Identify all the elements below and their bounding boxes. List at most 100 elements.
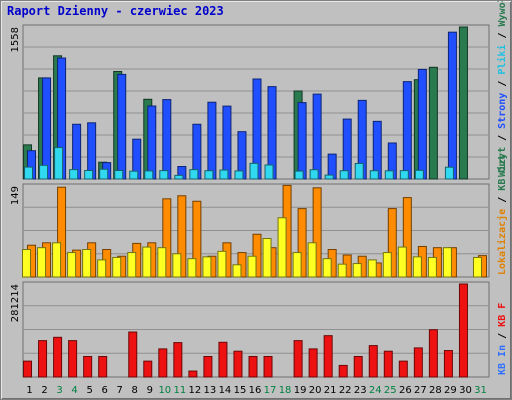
bar-pliki-day-17 — [264, 164, 274, 180]
day-axis: 1 2 3 4 5 6 7 8 9 10 11 12 13 14 15 16 17 18 19 20 21 22 23 24 2… — [26, 385, 487, 396]
bar-kb-f-day-9 — [143, 360, 153, 378]
bar-kb-f-day-19 — [293, 340, 303, 378]
day-label: 19 — [294, 385, 307, 396]
bar-lokalizacje-day-21 — [322, 258, 332, 278]
bar-lokalizacje-day-13 — [202, 256, 212, 278]
y-max-label: 1558 — [10, 27, 21, 52]
bar-lokalizacje-day-2 — [37, 247, 47, 278]
bar-pliki-day-29 — [444, 166, 454, 180]
y-max-label: 149 — [10, 186, 21, 205]
bar-kb-out-day-16 — [252, 233, 262, 278]
legend-separator: / — [497, 75, 508, 93]
day-label: 8 — [132, 385, 138, 396]
bar-kb-f-day-6 — [98, 355, 108, 378]
day-label: 13 — [204, 385, 217, 396]
bar-kb-f-day-1 — [23, 360, 33, 378]
bar-pliki-day-24 — [369, 170, 379, 180]
bar-pliki-day-25 — [384, 170, 394, 180]
bar-lokalizacje-day-15 — [232, 264, 242, 278]
bar-lokalizacje-day-17 — [262, 238, 272, 278]
day-label: 31 — [474, 385, 487, 396]
bar-kb-f-day-5 — [83, 355, 93, 378]
legend-item: KB In — [497, 345, 508, 375]
bar-pliki-day-14 — [219, 169, 229, 180]
bar-kb-f-day-2 — [38, 340, 48, 378]
bar-strony-day-29 — [447, 31, 457, 180]
day-label: 25 — [384, 385, 397, 396]
day-label: 1 — [26, 385, 32, 396]
bar-pliki-day-26 — [399, 170, 409, 180]
legend-separator: / — [497, 191, 508, 209]
bar-pliki-day-15 — [234, 170, 244, 180]
bar-kb-f-day-21 — [323, 335, 333, 378]
bar-lokalizacje-day-24 — [367, 259, 377, 278]
bar-strony-day-19 — [297, 102, 307, 180]
bar-kb-f-day-4 — [68, 340, 78, 378]
legend-visits: Lokalizacje / KB Out — [496, 155, 508, 275]
bar-lokalizacje-day-23 — [352, 263, 362, 278]
bar-pliki-day-4 — [69, 169, 79, 180]
bar-pliki-day-7 — [114, 170, 124, 180]
day-label: 26 — [399, 385, 412, 396]
bar-pliki-day-23 — [354, 162, 364, 180]
legend-item: KB F — [497, 303, 508, 327]
day-label: 5 — [86, 385, 92, 396]
bar-pliki-day-16 — [249, 162, 259, 180]
day-label: 27 — [414, 385, 427, 396]
bar-kb-out-day-11 — [177, 195, 187, 278]
bar-kb-f-day-3 — [53, 336, 63, 378]
bar-pliki-day-21 — [324, 174, 334, 180]
bar-kb-out-day-19 — [297, 208, 307, 278]
legend-item: Lokalizacje — [496, 209, 508, 275]
bar-strony-day-10 — [162, 99, 172, 180]
bar-pliki-day-6 — [99, 168, 109, 180]
bar-kb-out-day-12 — [192, 200, 202, 278]
bar-kb-f-day-11 — [173, 342, 183, 378]
day-label: 4 — [71, 385, 77, 396]
day-label: 23 — [354, 385, 367, 396]
day-label: 18 — [279, 385, 292, 396]
bar-strony-day-14 — [222, 105, 232, 180]
bar-strony-day-9 — [147, 105, 157, 180]
day-label: 28 — [429, 385, 442, 396]
bar-kb-f-day-10 — [158, 348, 168, 378]
chart-title: Raport Dzienny - czerwiec 2023 — [7, 4, 224, 18]
bar-pliki-day-3 — [54, 147, 64, 180]
bar-lokalizacje-day-10 — [157, 247, 167, 278]
bar-strony-day-7 — [117, 73, 127, 180]
bar-lokalizacje-day-5 — [82, 249, 92, 278]
day-label: 16 — [249, 385, 262, 396]
bar-strony-day-27 — [417, 68, 427, 180]
bar-pliki-day-13 — [204, 170, 214, 180]
day-label: 21 — [324, 385, 337, 396]
bar-kb-out-day-26 — [402, 197, 412, 278]
bar-kb-out-day-25 — [387, 208, 397, 278]
day-label: 7 — [117, 385, 123, 396]
bar-strony-day-22 — [342, 118, 352, 180]
bar-lokalizacje-day-8 — [127, 252, 137, 278]
bar-kb-f-day-29 — [443, 350, 453, 378]
bar-lokalizacje-day-29 — [442, 247, 452, 278]
panel-hits: 1558 — [10, 24, 490, 180]
day-label: 14 — [219, 385, 232, 396]
day-label: 10 — [158, 385, 171, 396]
day-label: 3 — [56, 385, 62, 396]
legend-separator: / — [497, 129, 508, 147]
legend-kbytes: KB In / KB F — [497, 303, 508, 375]
bar-lokalizacje-day-31 — [472, 256, 482, 278]
day-label: 9 — [147, 385, 153, 396]
bar-lokalizacje-day-1 — [22, 249, 32, 278]
bar-lokalizacje-day-16 — [247, 255, 257, 278]
bar-kb-f-day-25 — [383, 350, 393, 378]
bar-strony-day-13 — [207, 101, 217, 180]
bar-lokalizacje-day-18 — [277, 217, 287, 278]
bar-kb-f-day-23 — [353, 355, 363, 378]
bar-wywołania-day-30 — [458, 26, 468, 180]
bar-kb-f-day-16 — [248, 355, 258, 378]
legend-item: Strony — [497, 93, 508, 129]
y-max-label: 281214 — [10, 284, 21, 322]
bar-kb-f-day-22 — [338, 364, 348, 378]
panel-visits: 149 — [10, 183, 490, 278]
bar-kb-f-day-14 — [218, 341, 228, 378]
